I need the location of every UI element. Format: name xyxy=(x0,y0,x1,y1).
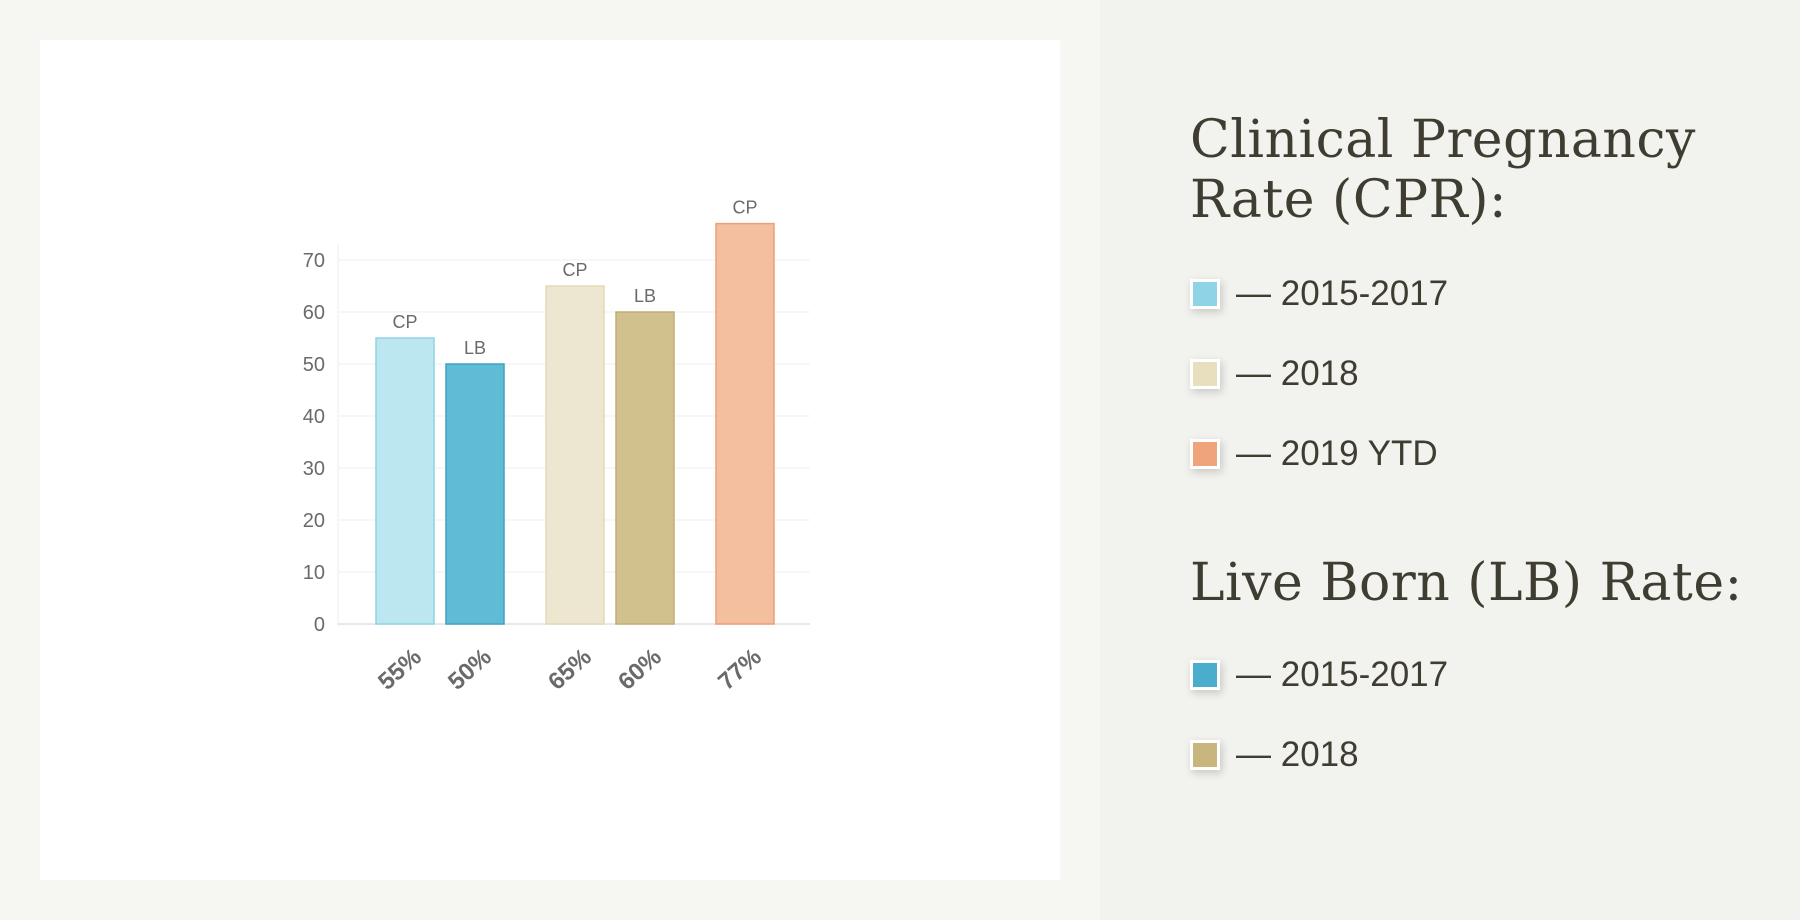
bar xyxy=(375,337,435,625)
y-tick-label: 40 xyxy=(303,406,325,428)
chart-card: 0 10 20 30 40 50 60 70 CP 55% LB 50% CP 65% LB 60% CP 77% xyxy=(40,40,1060,880)
legend-swatch xyxy=(1190,740,1220,770)
bar-value-label: 55% xyxy=(373,643,427,695)
bar-chart: 0 10 20 30 40 50 60 70 CP 55% LB 50% CP 65% LB 60% CP 77% xyxy=(303,198,810,696)
y-tick-label: 10 xyxy=(303,562,325,584)
y-tick-label: 0 xyxy=(314,614,325,636)
bar-top-label: CP xyxy=(562,260,587,280)
legend-label: — 2019 YTD xyxy=(1236,434,1438,473)
legend-label: — 2018 xyxy=(1236,354,1359,393)
bar xyxy=(715,222,775,625)
y-tick-label: 60 xyxy=(303,302,325,324)
legend-swatch xyxy=(1190,359,1220,389)
legend-label: — 2018 xyxy=(1236,735,1359,774)
legend-item-lb-2018: — 2018 xyxy=(1190,735,1359,775)
bar-value-label: 77% xyxy=(713,643,767,695)
bar-top-label: CP xyxy=(732,198,757,218)
bar-value-label: 65% xyxy=(543,643,597,695)
y-tick-label: 20 xyxy=(303,510,325,532)
legend-item-lb-2015-2017: — 2015-2017 xyxy=(1190,655,1448,695)
legend-item-cpr-2015-2017: — 2015-2017 xyxy=(1190,274,1448,314)
legend-sidebar: Clinical Pregnancy Rate (CPR): — 2015-20… xyxy=(1100,0,1800,920)
legend-label: — 2015-2017 xyxy=(1236,655,1449,694)
y-tick-label: 70 xyxy=(303,250,325,272)
bar-top-label: CP xyxy=(392,312,417,332)
bar-top-label: LB xyxy=(634,286,656,306)
legend-swatch xyxy=(1190,439,1220,469)
bar xyxy=(615,311,675,625)
bar xyxy=(445,363,505,625)
legend-label: — 2015-2017 xyxy=(1236,274,1449,313)
y-tick-label: 50 xyxy=(303,354,325,376)
bar-top-label: LB xyxy=(464,338,486,358)
lb-legend-title: Live Born (LB) Rate: xyxy=(1190,553,1743,613)
cpr-legend-title: Clinical Pregnancy Rate (CPR): xyxy=(1190,110,1696,230)
y-tick-label: 30 xyxy=(303,458,325,480)
legend-swatch xyxy=(1190,279,1220,309)
bar-value-label: 60% xyxy=(613,643,667,695)
bar xyxy=(545,285,605,625)
legend-item-cpr-2019-ytd: — 2019 YTD xyxy=(1190,434,1438,474)
legend-swatch xyxy=(1190,660,1220,690)
bar-value-label: 50% xyxy=(443,643,497,695)
legend-item-cpr-2018: — 2018 xyxy=(1190,354,1359,394)
